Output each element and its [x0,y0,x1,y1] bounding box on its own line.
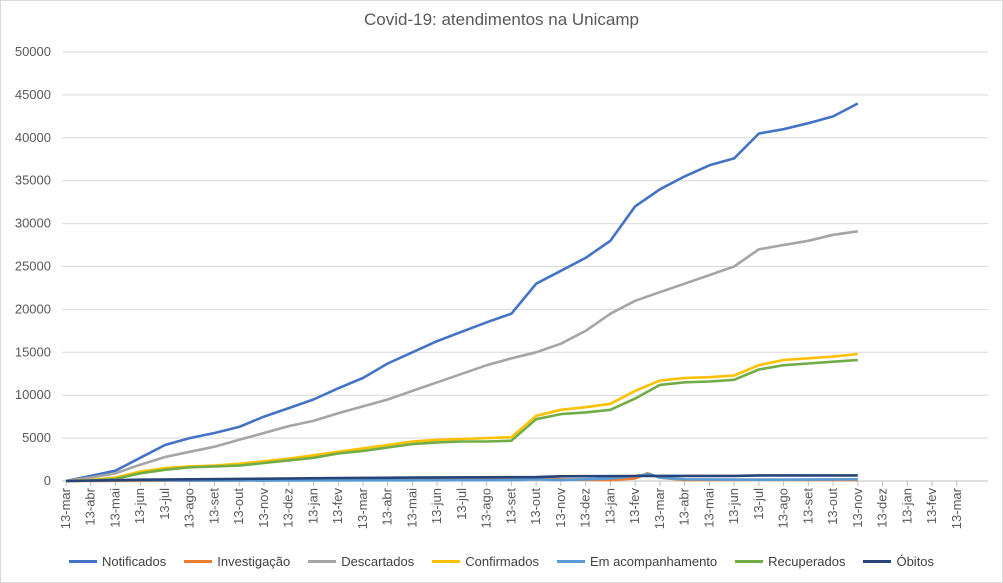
legend-label: Recuperados [768,553,846,569]
x-tick-label: 13-jun [726,488,741,524]
y-tick-label: 5000 [22,430,51,445]
y-tick-label: 50000 [15,44,51,59]
y-tick-label: 40000 [15,130,51,145]
x-tick-label: 13-nov [850,488,865,528]
x-tick-label: 13-mai [107,488,122,528]
x-tick-label: 13-dez [281,488,296,528]
x-tick-label: 13-out [528,488,543,525]
y-tick-label: 30000 [15,216,51,231]
x-tick-label: 13-dez [578,488,593,528]
x-tick-label: 13-out [825,488,840,525]
y-tick-label: 15000 [15,344,51,359]
x-tick-label: 13-set [206,488,221,525]
x-tick-label: 13-mai [404,488,419,528]
legend-label: Investigação [217,553,291,569]
x-tick-label: 13-ago [776,488,791,528]
x-tick-label: 13-mar [58,487,73,529]
series-line-óbitos [65,474,858,483]
y-tick-label: 45000 [15,87,51,102]
x-tick-label: 13-fev [627,488,642,525]
series-line-notificados [65,102,859,483]
chart-legend: Notificados Investigação Descartados Confir… [0,552,1003,570]
legend-swatch [556,559,585,563]
series-line-recuperados [65,358,858,483]
legend-swatch [735,559,764,563]
x-tick-label: 13-jun [132,488,147,524]
x-tick-label: 13-mar [355,487,370,529]
legend-item: Investigação [184,554,290,569]
x-tick-label: 13-fev [924,488,939,525]
x-tick-label: 13-jan [602,488,617,524]
legend-item: Óbitos [863,554,934,569]
legend-item: Notificados [68,553,167,569]
x-tick-label: 13-nov [256,488,271,528]
legend-swatch [184,559,213,563]
x-tick-label: 13-ago [479,488,494,528]
x-tick-label: 13-nov [553,488,568,528]
x-tick-label: 13-abr [380,487,395,525]
legend-swatch [432,559,461,563]
x-tick-label: 13-jul [157,488,172,520]
x-tick-label: 13-jan [305,488,320,524]
legend-swatch [68,559,97,563]
legend-label: Descartados [341,553,415,569]
y-tick-label: 0 [44,473,51,488]
x-axis-ticks: 13-mar 13-abr 13-mai 13-jun 13-jul 13-ago 13-s… [58,481,964,529]
x-tick-label: 13-mai [701,488,716,528]
legend-label: Em acompanhamento [589,553,718,569]
x-tick-label: 13-jul [751,488,766,520]
legend-item: Em acompanhamento [556,553,718,569]
legend-label: Confirmados [465,553,539,569]
grid-lines [62,51,988,482]
series-line-descartados [65,230,858,483]
x-tick-label: 13-jun [429,488,444,524]
legend-label: Notificados [101,553,167,569]
y-tick-label: 10000 [15,387,51,402]
x-tick-label: 13-set [800,488,815,525]
legend-item: Recuperados [735,554,845,569]
x-tick-label: 13-fev [330,488,345,525]
x-tick-label: 13-abr [83,487,98,525]
x-tick-label: 13-mar [652,487,667,529]
x-tick-label: 13-out [231,488,246,525]
x-tick-label: 13-set [503,488,518,525]
legend-label: Óbitos [896,553,935,569]
chart-title: Covid-19: atendimentos na Unicamp [364,10,639,29]
y-tick-label: 35000 [15,173,51,188]
y-tick-label: 20000 [15,301,51,316]
legend-item: Descartados [308,554,414,569]
series-lines [65,102,859,483]
series-line-em-acompanhamento [65,472,858,483]
y-tick-label: 25000 [15,259,51,274]
x-tick-label: 13-jan [899,488,914,524]
x-tick-label: 13-mar [949,487,964,529]
x-tick-label: 13-jul [454,488,469,520]
x-tick-label: 13-abr [677,487,692,525]
legend-item: Confirmados [432,554,539,569]
y-axis-ticks: 0 5000 10000 15000 20000 25000 30000 35000 40000… [15,44,51,488]
legend-swatch [308,559,337,563]
x-tick-label: 13-dez [875,488,890,528]
x-tick-label: 13-ago [182,488,197,528]
legend-swatch [863,559,892,563]
